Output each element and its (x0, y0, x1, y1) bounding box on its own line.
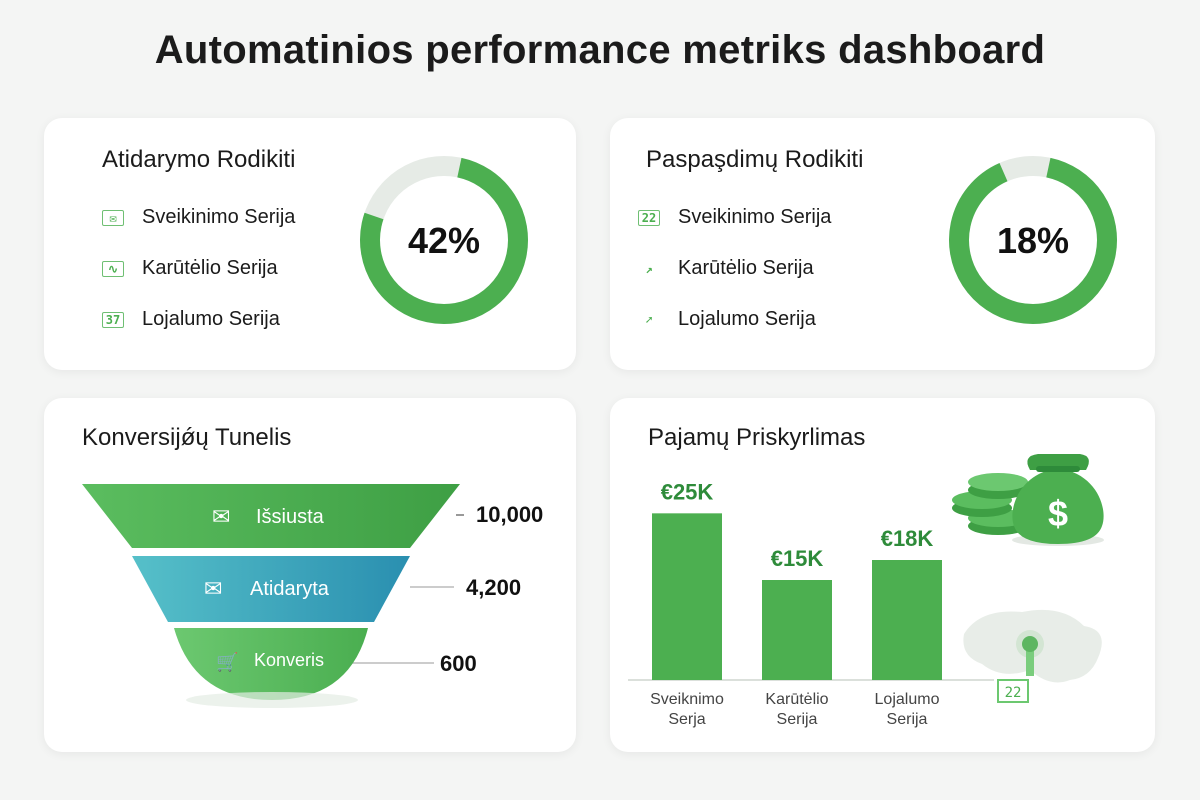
funnel-stage-value: 4,200 (466, 575, 521, 600)
funnel-stage-label: Konveris (254, 650, 324, 670)
funnel-stage-label: Atidaryta (250, 578, 330, 600)
bar-value-label: €18K (881, 526, 934, 551)
funnel-title: Konversijǿų Tunelis (82, 424, 292, 451)
trend-icon: ∿ (102, 260, 124, 277)
mail-icon: ✉ (102, 209, 124, 226)
funnel-stage-converted (174, 628, 368, 700)
bar-value-label: €25K (661, 479, 714, 504)
list-item: ↗ Karūtėlio Serija (638, 243, 831, 294)
click-rate-donut-center (970, 177, 1096, 303)
bar (652, 513, 722, 680)
revenue-card: Pajamų Priskyrlimas $ 22 (610, 398, 1155, 752)
bar (762, 580, 832, 680)
category-label: Serija (887, 711, 928, 728)
funnel-card: Konversijǿų Tunelis ✉ ✉ 🛒 Išsiusta Atida… (44, 398, 576, 752)
list-item: 22 Sveikinimo Serija (638, 192, 831, 243)
category-label: Lojalumo (875, 691, 940, 708)
category-label: Serija (777, 711, 818, 728)
mail-icon: ✉ (212, 504, 230, 529)
revenue-bar-chart: $ 22 €25K Sveiknimo Serja €15K Karūtėlio Seri… (628, 454, 1104, 728)
money-bag-icon: $ (1012, 454, 1104, 546)
svg-text:$: $ (1048, 493, 1068, 534)
calendar-icon: 37 (102, 311, 124, 328)
list-item: 37 Lojalumo Serija (102, 294, 295, 345)
bars-group: €25K Sveiknimo Serja €15K Karūtėlio Serija €18… (650, 479, 942, 728)
series-label: Karūtėlio Serija (142, 257, 278, 279)
trend-up-icon: ↗ (645, 261, 653, 276)
funnel-chart: ✉ ✉ 🛒 Išsiusta Atidaryta Konveris 10,000… (82, 484, 543, 708)
calendar-number: 22 (1005, 685, 1022, 701)
open-rate-donut-center (381, 177, 507, 303)
open-rate-donut-arc (360, 156, 528, 324)
arrow-icon: ➚ (645, 312, 653, 327)
funnel-stage-sent (82, 484, 460, 548)
coins-icon (952, 473, 1028, 535)
list-item: ➚ Lojalumo Serija (638, 294, 831, 345)
series-label: Lojalumo Serija (678, 308, 816, 330)
funnel-shadow (186, 692, 358, 708)
click-rate-card: Paspaşdimų Rodikiti 22 Sveikinimo Serija… (610, 118, 1155, 370)
mail-icon: ✉ (204, 576, 222, 601)
click-rate-series-list: 22 Sveikinimo Serija ↗ Karūtėlio Serija … (638, 192, 831, 345)
series-label: Lojalumo Serija (142, 308, 280, 330)
calendar-icon (997, 679, 1029, 703)
list-item: ✉ Sveikinimo Serija (102, 192, 295, 243)
series-label: Karūtėlio Serija (678, 257, 814, 279)
category-label: Karūtėlio (765, 691, 828, 708)
open-rate-series-list: ✉ Sveikinimo Serija ∿ Karūtėlio Serija 3… (102, 192, 295, 345)
funnel-stage-value: 10,000 (476, 502, 543, 527)
open-rate-value: 42% (407, 220, 481, 261)
funnel-stage-label: Išsiusta (256, 506, 325, 528)
open-rate-title: Atidarymo Rodikiti (102, 146, 296, 173)
bar (872, 560, 942, 680)
funnel-stage-value: 600 (440, 651, 477, 676)
page-title: Automatinios performance metriks dashboa… (154, 28, 1046, 72)
funnel-stage-opened (132, 556, 410, 622)
open-rate-card: Atidarymo Rodikiti ✉ Sveikinimo Serija ∿… (44, 118, 576, 370)
click-rate-donut (949, 156, 1117, 324)
cart-icon: 🛒 (216, 651, 238, 672)
list-item: ∿ Karūtėlio Serija (102, 243, 295, 294)
series-label: Sveikinimo Serija (142, 206, 296, 228)
series-label: Sveikinimo Serija (678, 206, 832, 228)
calendar-icon: 22 (638, 209, 660, 226)
revenue-title: Pajamų Priskyrlimas (648, 424, 866, 451)
click-rate-value: 18% (996, 220, 1070, 261)
click-rate-donut-arc (949, 156, 1117, 324)
category-label: Serja (668, 711, 705, 728)
open-rate-donut (360, 156, 528, 324)
category-label: Sveiknimo (650, 691, 724, 708)
click-rate-title: Paspaşdimų Rodikiti (646, 146, 864, 173)
bar-value-label: €15K (771, 546, 824, 571)
world-map-decoration (963, 609, 1102, 683)
